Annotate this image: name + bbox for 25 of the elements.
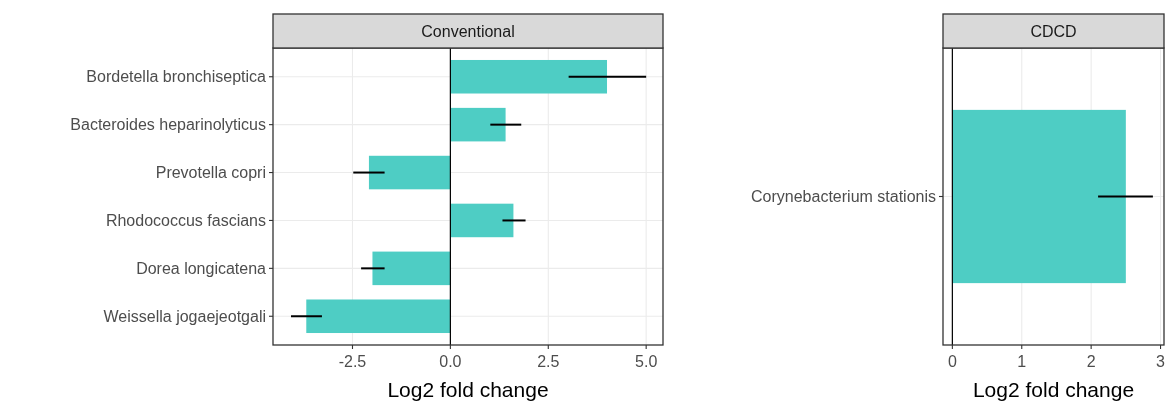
y-tick-label: Bacteroides heparinolyticus	[70, 116, 266, 134]
y-tick-label: Prevotella copri	[155, 164, 266, 182]
bar	[450, 203, 514, 238]
chart-title: CDCD	[1030, 23, 1077, 40]
bar	[368, 155, 451, 190]
x-tick-label: 1	[1017, 353, 1027, 370]
x-tick-label: -2.5	[338, 353, 367, 370]
y-tick-label: Rhodococcus fascians	[105, 211, 266, 229]
x-tick-label: 2	[1086, 353, 1096, 370]
bar	[450, 107, 506, 142]
y-tick-label: Bordetella bronchiseptica	[86, 68, 267, 86]
bar	[372, 251, 451, 286]
y-tick-label: Dorea longicatena	[136, 259, 267, 277]
bar	[450, 59, 608, 94]
x-tick-label: 0.0	[439, 353, 462, 370]
x-tick-label: 2.5	[537, 353, 560, 370]
x-tick-label: 5.0	[635, 353, 658, 370]
x-tick-label: 3	[1156, 353, 1166, 370]
x-axis-title: Log2 fold change	[972, 378, 1135, 401]
bar	[306, 299, 451, 334]
y-tick-label: Weissella jogaejeotgali	[103, 307, 266, 325]
x-tick-label: 0	[947, 353, 957, 370]
y-tick-label: Corynebacterium stationis	[751, 188, 936, 205]
x-axis-title: Log2 fold change	[387, 378, 549, 401]
chart-title: Conventional	[421, 23, 515, 40]
